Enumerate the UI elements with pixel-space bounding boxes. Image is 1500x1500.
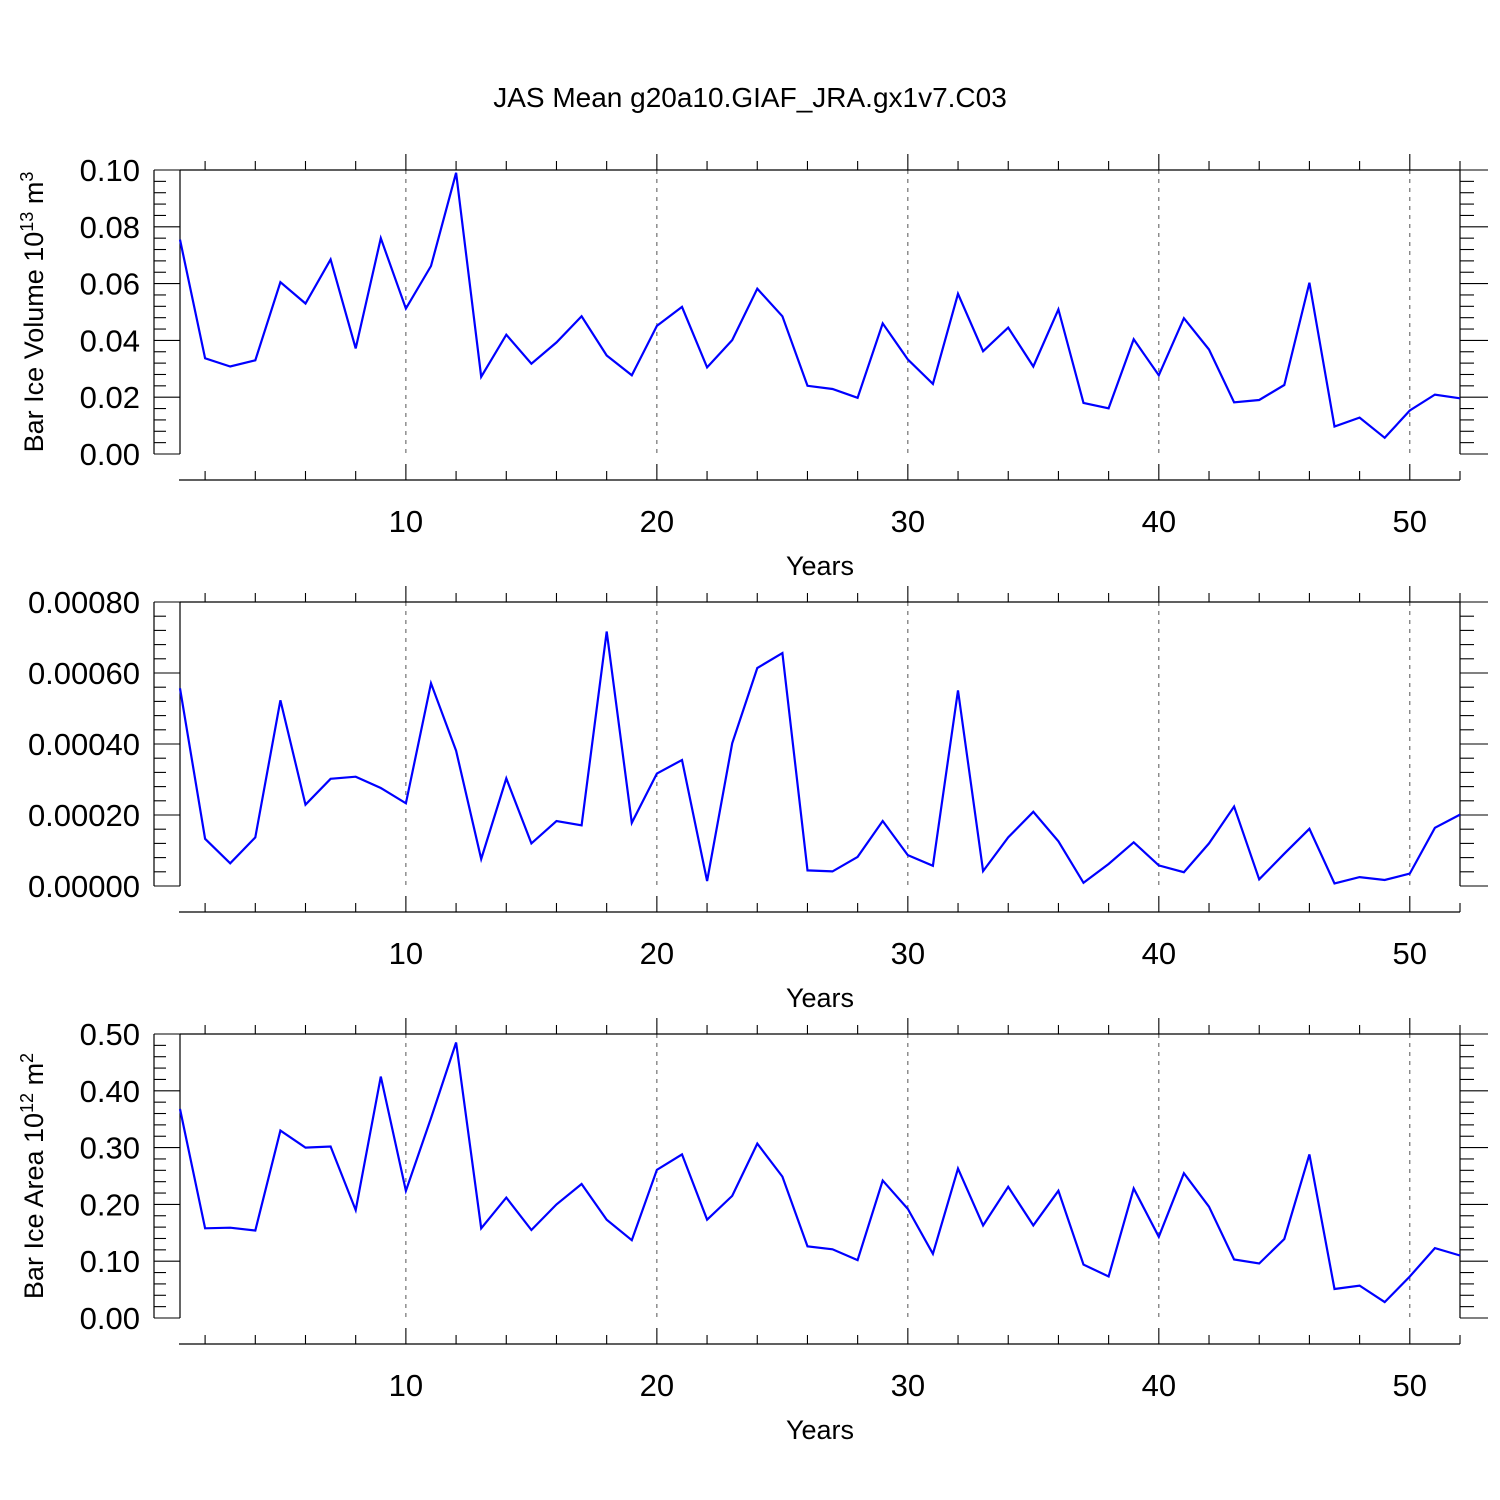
- x-tick-label: 30: [891, 1368, 925, 1403]
- x-tick-label: 20: [640, 1368, 674, 1403]
- y-tick-label: 0.10: [80, 1244, 140, 1279]
- y-tick-label: 0.50: [80, 1017, 140, 1052]
- y-axis-label: Bar Ice Area 1012 m2: [17, 1053, 49, 1299]
- y-tick-label: 0.20: [80, 1187, 140, 1222]
- x-tick-label: 20: [640, 936, 674, 971]
- y-tick-label: 0.00040: [28, 727, 140, 762]
- x-axis-label: Years: [786, 551, 854, 581]
- y-tick-label: 0.00080: [28, 585, 140, 620]
- y-tick-label: 0.00: [80, 437, 140, 472]
- x-axis-label: Years: [786, 983, 854, 1013]
- panels: 0.00 0.02 0.04 0.06 0.08 0.10 10 20 30 40 50 Years B…: [17, 153, 1488, 1445]
- y-axis-label-superscript: 13: [17, 212, 37, 232]
- x-tick-label: 40: [1142, 1368, 1176, 1403]
- y-axis-label-part: m: [19, 182, 49, 212]
- x-axis-label: Years: [786, 1415, 854, 1445]
- series-line: [178, 1042, 1461, 1304]
- series-line: [178, 172, 1461, 440]
- y-tick-label: 0.00060: [28, 656, 140, 691]
- y-axis-label-part: Bar Ice Volume 10: [19, 232, 49, 453]
- y-tick-label: 0.02: [80, 380, 140, 415]
- y-axis-label-superscript: 2: [17, 1053, 37, 1063]
- y-axis-label-superscript: 12: [17, 1093, 37, 1113]
- y-tick-label: 0.04: [80, 323, 140, 358]
- chart-panel-1: 0.00 0.02 0.04 0.06 0.08 0.10 10 20 30 40 50 Years B…: [17, 153, 1488, 581]
- y-tick-label: 0.00020: [28, 798, 140, 833]
- y-axis-label: Bar Ice Volume 1013 m3: [17, 172, 49, 453]
- y-tick-label: 0.30: [80, 1131, 140, 1166]
- y-tick-label: 0.00: [80, 1301, 140, 1336]
- y-axis-label-superscript: 3: [17, 172, 37, 182]
- y-tick-label: 0.40: [80, 1074, 140, 1109]
- y-tick-label: 0.06: [80, 267, 140, 302]
- y-tick-label: 0.08: [80, 210, 140, 245]
- x-tick-label: 10: [389, 504, 423, 539]
- chart-panel-3: 0.00 0.10 0.20 0.30 0.40 0.50 10 20 30 40 50 Years B…: [17, 1017, 1488, 1445]
- x-tick-label: 10: [389, 936, 423, 971]
- series-line: [178, 631, 1461, 885]
- y-axis-label-part: m: [19, 1063, 49, 1093]
- y-axis-label-part: Bar Ice Area 10: [19, 1113, 49, 1299]
- figure-title: JAS Mean g20a10.GIAF_JRA.gx1v7.C03: [493, 82, 1007, 113]
- x-tick-label: 10: [389, 1368, 423, 1403]
- y-tick-label: 0.10: [80, 153, 140, 188]
- x-tick-label: 40: [1142, 504, 1176, 539]
- x-tick-label: 50: [1393, 1368, 1427, 1403]
- x-tick-label: 30: [891, 504, 925, 539]
- chart-panel-2: 0.00000 0.00020 0.00040 0.00060 0.00080 10 20 3…: [28, 585, 1488, 1013]
- x-tick-label: 50: [1393, 936, 1427, 971]
- x-tick-label: 30: [891, 936, 925, 971]
- x-tick-label: 50: [1393, 504, 1427, 539]
- y-tick-label: 0.00000: [28, 869, 140, 904]
- x-tick-label: 40: [1142, 936, 1176, 971]
- x-tick-label: 20: [640, 504, 674, 539]
